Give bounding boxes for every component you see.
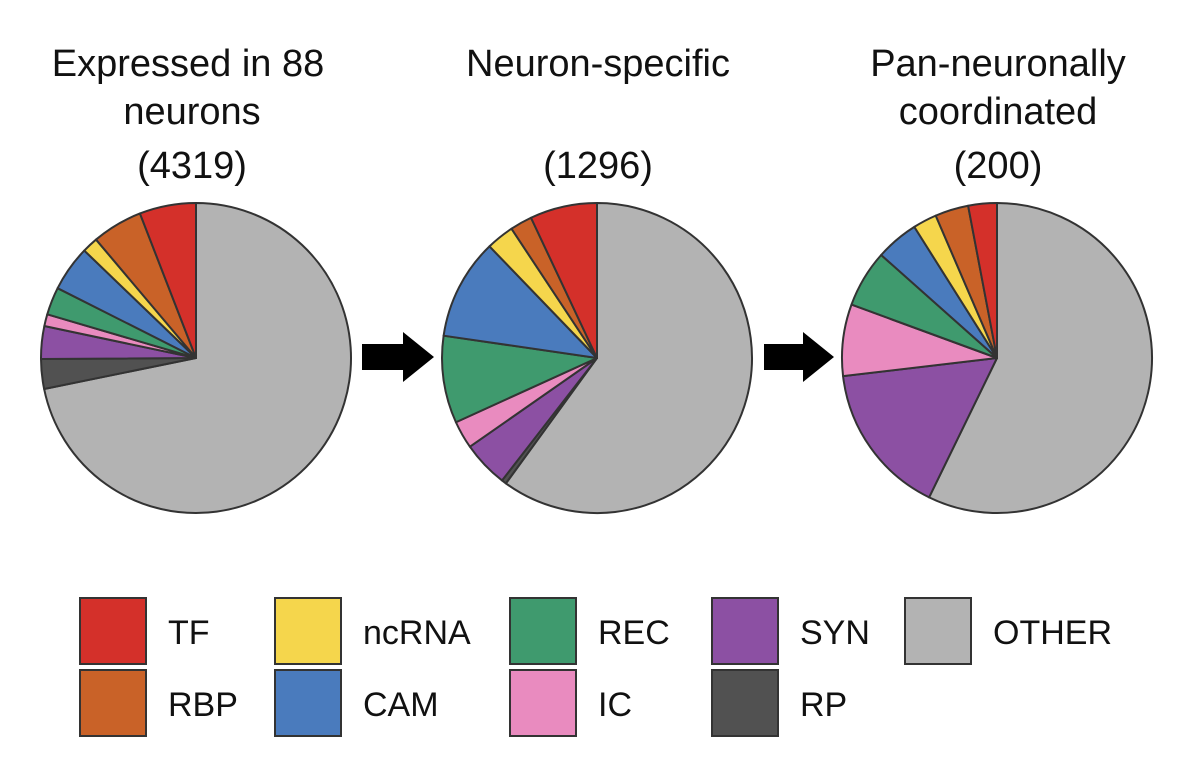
chart-title-1-line-2: neurons [123,91,260,133]
legend-swatch-syn [711,597,779,665]
legend-label-rp: RP [800,686,847,724]
pie-chart-2 [441,202,753,514]
chart-title-2-line-3: (1296) [543,145,653,187]
legend-item-rec: REC [509,597,670,665]
chart-title-3-line-1: Pan-neuronally [870,43,1126,85]
chart-title-2-line-1: Neuron-specific [466,43,730,85]
legend-label-tf: TF [168,614,210,652]
chart-title-1: Expressed in 88 neurons (4319) [52,43,325,187]
legend-item-other: OTHER [904,597,1112,665]
legend-swatch-ic [509,669,577,737]
legend-item-cam: CAM [274,669,439,737]
legend-swatch-tf [79,597,147,665]
pie-chart-1 [39,202,352,514]
chart-title-1-line-3: (4319) [137,145,247,187]
legend-item-ncrna: ncRNA [274,597,471,665]
chart-title-3-line-2: coordinated [899,91,1098,133]
pie-slice-tf [967,202,998,359]
chart-title-3: Pan-neuronally coordinated (200) [870,43,1126,187]
pie-slice-other [504,202,753,514]
pie-slice-syn [842,357,998,499]
legend-swatch-rbp [79,669,147,737]
pie-slice-tf [530,202,598,359]
legend: TF RBP ncRNA CAM REC IC SYN RP OTHER [79,597,1112,737]
legend-swatch-ncrna [274,597,342,665]
legend-label-syn: SYN [800,614,870,652]
legend-item-rbp: RBP [79,669,238,737]
chart-title-3-line-3: (200) [954,145,1043,187]
legend-swatch-rec [509,597,577,665]
legend-label-rbp: RBP [168,686,238,724]
legend-swatch-cam [274,669,342,737]
legend-swatch-rp [711,669,779,737]
pie-slice-tf [138,202,197,359]
legend-item-ic: IC [509,669,632,737]
legend-label-other: OTHER [993,614,1112,652]
pie-slice-cam [442,245,598,359]
legend-label-ncrna: ncRNA [363,614,471,652]
pie-slice-rec [441,334,598,424]
pie-slice-other [43,202,352,514]
chart-title-1-line-1: Expressed in 88 [52,43,325,85]
legend-swatch-other [904,597,972,665]
legend-item-rp: RP [711,669,847,737]
right-arrow-icon [764,332,834,382]
right-arrow-icon [362,332,434,382]
legend-label-rec: REC [598,614,670,652]
legend-item-syn: SYN [711,597,870,665]
chart-title-2: Neuron-specific (1296) [466,43,730,187]
legend-label-cam: CAM [363,686,439,724]
legend-label-ic: IC [598,686,632,724]
pie-slice-other [928,202,1153,514]
legend-item-tf: TF [79,597,210,665]
pie-chart-3 [840,202,1153,514]
